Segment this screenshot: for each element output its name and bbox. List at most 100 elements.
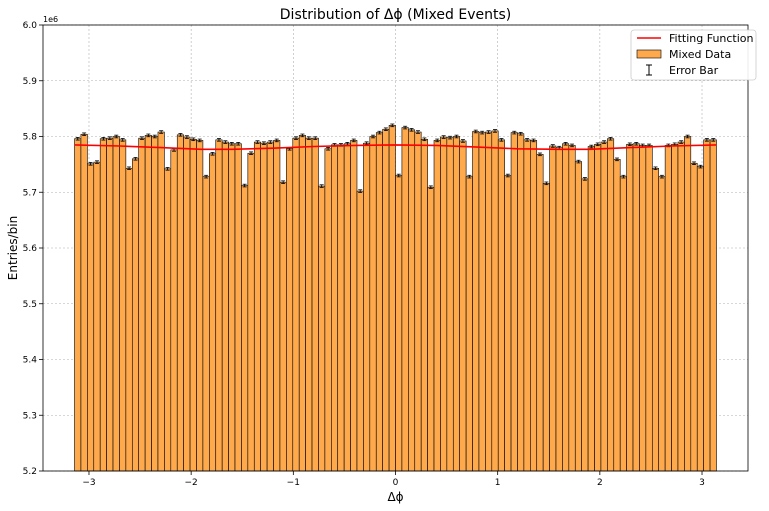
histogram-bar [331,144,339,472]
histogram-bar [125,167,133,472]
error-bar [139,136,144,140]
histogram-bar [626,144,634,472]
y-tick-label: 5.2 [23,467,37,477]
error-bar [390,123,395,128]
histogram-bar [504,175,512,472]
error-bar [133,157,138,161]
histogram-bar [234,143,242,472]
histogram-bar [562,143,570,472]
legend-label: Fitting Function [669,32,754,45]
histogram-bar [472,131,480,472]
error-bar [493,129,498,133]
histogram-bar [157,131,165,472]
histogram-bar [286,148,294,472]
error-bar [114,134,119,139]
error-bar [178,133,183,137]
error-bar [191,137,196,142]
error-bar [448,135,453,140]
histogram-bar [684,136,692,472]
error-bar [197,138,202,143]
histogram-bar [112,136,120,472]
histogram-bar [446,137,454,472]
error-bar [88,162,93,166]
histogram-bar [196,140,204,472]
histogram-bar [183,136,191,472]
error-bar [293,136,298,140]
error-bar [107,136,112,140]
error-bar [653,166,658,171]
error-bar [525,138,530,142]
x-tick-label: 3 [699,478,705,488]
histogram-bar [497,139,505,472]
error-bar [319,184,324,188]
error-bar [679,140,684,144]
histogram-bar [337,144,345,472]
error-bar [159,130,164,134]
histogram-bar [523,139,531,472]
error-bar [602,140,607,144]
error-bar [82,132,87,137]
error-bar [268,140,273,144]
histogram-bar [279,181,287,472]
histogram-bar [363,142,371,472]
error-bar [371,134,376,139]
error-bar [409,128,414,132]
error-bar [261,141,266,145]
histogram-bar [658,176,666,472]
x-axis-ticks: −3 −2 −1 0 1 2 3 [82,471,705,488]
histogram-bar [164,168,172,472]
error-bar [152,134,157,139]
histogram-bar [87,163,95,472]
error-bar [563,142,568,146]
histogram-bar [587,146,595,472]
error-bar [627,142,632,147]
x-tick-label: 0 [393,478,399,488]
error-bar [454,134,459,139]
error-bar [306,136,311,140]
x-tick-label: −1 [287,478,300,488]
histogram-bar [298,135,306,472]
histogram-bar [574,161,582,472]
histogram-bar [645,145,653,472]
histogram-bar [594,144,602,472]
histogram-bar [549,145,557,472]
error-bar [229,142,234,146]
histogram-bar [369,136,377,472]
histogram-bar [343,143,351,472]
histogram-bar [228,143,236,472]
histogram-bar [440,136,448,472]
histogram-bar [671,144,679,472]
legend-entry: Error Bar [646,64,719,77]
y-axis-ticks: 5.2 5.3 5.4 5.5 5.6 5.7 5.8 5.9 6.0 [23,21,43,477]
histogram-bar [600,141,608,472]
histogram-bar [420,138,428,472]
histogram-bar [138,137,146,472]
histogram-bar [677,141,685,472]
histogram-bar [93,161,101,472]
histogram-bar [209,153,217,472]
error-bar [473,129,478,134]
error-bar [544,181,549,186]
error-bar [621,174,626,179]
histogram-bar [581,178,589,472]
y-tick-label: 5.9 [23,77,38,87]
y-tick-label: 5.8 [23,133,38,143]
histogram-bar [144,135,152,472]
fit-line-group [74,144,717,151]
error-bar [326,147,331,151]
error-bar [428,185,433,189]
y-tick-label: 5.6 [23,244,38,254]
histogram-bar [324,148,332,472]
error-bar [396,173,401,178]
error-bar [351,138,356,143]
error-bar [698,164,703,169]
error-bar [403,125,408,130]
error-bar [377,130,382,135]
error-bar [531,138,536,143]
legend-entry: Fitting Function [637,32,754,45]
error-bar [210,152,215,156]
error-bar [223,140,228,144]
error-bar [300,133,305,138]
histogram-bar [395,175,403,472]
error-bar [236,142,241,146]
